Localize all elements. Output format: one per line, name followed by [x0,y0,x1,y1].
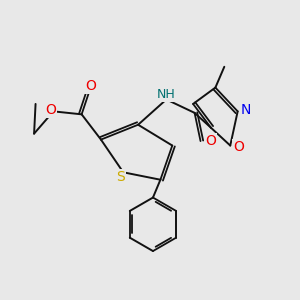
Text: NH: NH [157,88,176,100]
Text: S: S [116,170,125,184]
Text: O: O [233,140,244,154]
Text: O: O [85,79,96,93]
Text: N: N [241,103,251,117]
Text: O: O [206,134,216,148]
Text: O: O [45,103,56,117]
